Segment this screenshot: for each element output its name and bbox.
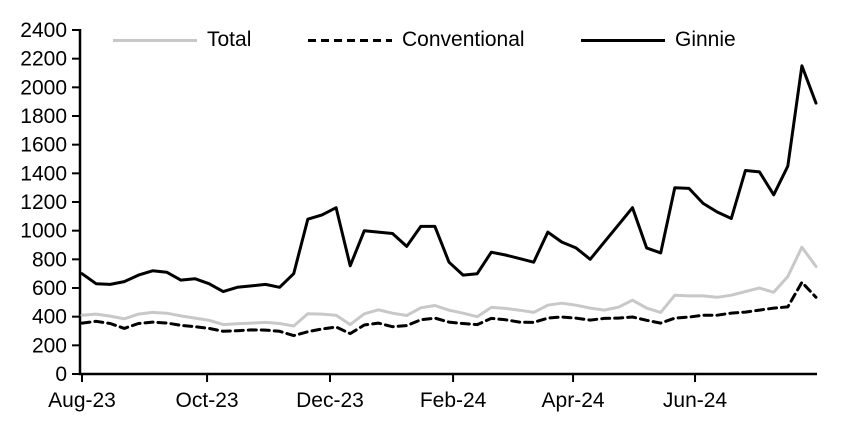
conventional-line-swatch (308, 38, 392, 42)
legend-label-total: Total (207, 28, 252, 51)
y-axis-tick-label: 200 (32, 334, 67, 357)
total-line-swatch (113, 38, 197, 42)
y-axis-tick-label: 1000 (20, 220, 67, 243)
legend-label-conventional: Conventional (402, 28, 525, 51)
y-axis-tick-label: 1600 (20, 134, 67, 157)
x-axis-tick-label: Dec-23 (296, 389, 364, 412)
y-axis-tick-label: 1800 (20, 105, 67, 128)
axes (78, 29, 817, 376)
ginnie-line-swatch (581, 38, 665, 42)
y-axis-tick-label: 2200 (20, 48, 67, 71)
y-axis-tick-label: 1400 (20, 162, 67, 185)
legend-item-total: Total (113, 28, 251, 52)
y-axis-tick-label: 2000 (20, 76, 67, 99)
ginnie-line (80, 64, 818, 294)
x-axis-tick-label: Feb-24 (420, 389, 487, 412)
x-axis-tick-label: Apr-24 (542, 389, 605, 412)
x-axis-tick-label: Jun-24 (663, 389, 728, 412)
y-axis-tick-label: 2400 (20, 19, 67, 42)
y-axis-tick-label: 600 (32, 277, 67, 300)
x-axis-tick-label: Aug-23 (48, 389, 116, 412)
x-axis-tick-label: Oct-23 (176, 389, 239, 412)
legend-item-conventional: Conventional (308, 28, 525, 52)
y-axis-tick-label: 0 (55, 363, 67, 386)
conventional-line (80, 280, 818, 338)
y-axis-tick-label: 1200 (20, 191, 67, 214)
total-line (80, 245, 818, 328)
y-axis-tick-label: 400 (32, 306, 67, 329)
legend-label-ginnie: Ginnie (675, 28, 736, 51)
y-axis-tick-label: 800 (32, 248, 67, 271)
legend-item-ginnie: Ginnie (581, 28, 736, 52)
